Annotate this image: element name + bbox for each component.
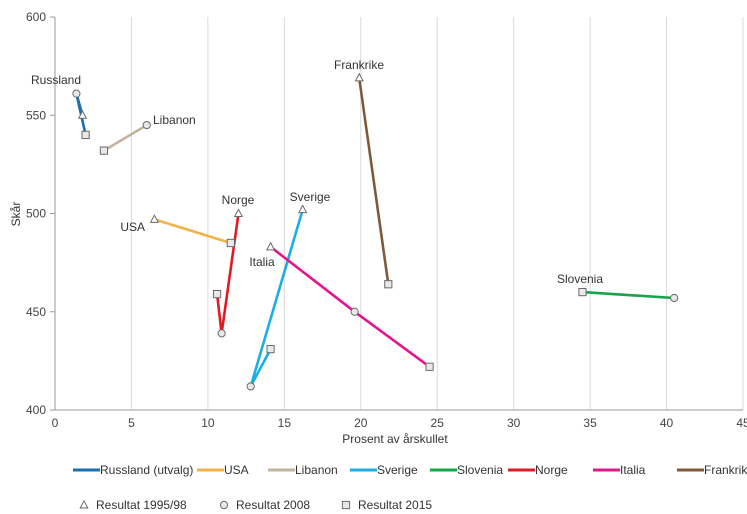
y-axis-title: Skår: [9, 202, 23, 227]
series-line-slovenia: [581, 290, 676, 300]
point-label-slovenia: Slovenia: [557, 272, 603, 286]
series-line-usa: [153, 218, 233, 245]
series-line-frankrike: [357, 76, 390, 286]
legend-marker-label: Resultat 2008: [236, 498, 310, 512]
data-point-libanon: [99, 146, 109, 155]
legend-marker-label: Resultat 2015: [358, 498, 432, 512]
point-label-libanon: Libanon: [153, 113, 196, 127]
x-tick-label: 15: [278, 416, 292, 430]
x-tick-label: 10: [201, 416, 215, 430]
data-point-norge: [212, 289, 222, 299]
point-label-sverige: Sverige: [290, 190, 331, 204]
data-point-italia: [350, 307, 359, 316]
data-point-frankrike: [384, 280, 393, 289]
legend-marker-circle: [219, 500, 229, 510]
series-line-norge: [215, 212, 240, 335]
legend-label-norge: Norge: [535, 463, 568, 477]
x-tick-label: 20: [354, 416, 368, 430]
y-tick-label: 400: [26, 403, 46, 417]
data-point-russland-utvalg: [81, 130, 90, 140]
point-label-frankrike: Frankrike: [334, 58, 384, 72]
x-axis-title: Prosent av årskullet: [342, 432, 448, 446]
y-tick-label: 550: [26, 108, 46, 122]
data-point-slovenia: [578, 288, 587, 297]
data-point-norge: [233, 208, 244, 217]
data-point-russland-utvalg: [72, 89, 81, 98]
data-point-slovenia: [670, 293, 679, 303]
legend: Russland (utvalg) USA Libanon Sverige Sloven…: [73, 463, 747, 512]
x-tick-label: 40: [660, 416, 674, 430]
data-point-frankrike: [354, 72, 364, 82]
point-label-norge: Norge: [222, 193, 255, 207]
legend-label-slovenia: Slovenia: [457, 463, 503, 477]
data-point-italia: [265, 241, 276, 251]
series-line-libanon: [102, 123, 148, 152]
data-point-libanon: [142, 120, 151, 130]
legend-label-libanon: Libanon: [295, 463, 338, 477]
y-tick-label: 450: [26, 305, 46, 319]
x-tick-label: 35: [583, 416, 597, 430]
y-tick-label: 500: [26, 207, 46, 221]
data-point-sverige: [298, 204, 308, 214]
x-tick-label: 5: [128, 416, 135, 430]
point-label-usa: USA: [120, 220, 145, 234]
legend-label-italia: Italia: [620, 463, 646, 477]
data-point-italia: [425, 362, 434, 371]
point-labels: Russland USA Libanon Sverige Slovenia Norge It…: [31, 58, 603, 286]
x-tick-label: 25: [431, 416, 445, 430]
axes: 0 5 10 15 20 25 30 35 40 45 400 450 500 550 600: [26, 10, 747, 430]
data-point-norge: [217, 329, 226, 338]
x-tick-label: 30: [507, 416, 521, 430]
data-point-russland-utvalg: [77, 109, 88, 119]
legend-label-usa: USA: [224, 463, 249, 477]
x-tick-label: 45: [736, 416, 747, 430]
series-line-sverige: [249, 208, 304, 388]
y-tick-label: 600: [26, 10, 46, 24]
series-line-italia: [269, 245, 431, 369]
data-point-sverige: [266, 344, 275, 354]
data-point-usa: [226, 238, 235, 248]
point-label-russland-utvalg: Russland: [31, 73, 81, 87]
legend-label-russland-utvalg: Russland (utvalg): [100, 463, 193, 477]
x-tick-label: 0: [52, 416, 59, 430]
legend-label-sverige: Sverige: [377, 463, 418, 477]
data-point-usa: [149, 214, 160, 223]
legend-marker-square: [341, 500, 351, 510]
series-markers: [72, 72, 679, 391]
data-point-sverige: [246, 382, 255, 391]
point-label-italia: Italia: [249, 255, 275, 269]
grid-lines: [130, 17, 744, 410]
legend-marker-triangle: [79, 499, 89, 509]
legend-label-frankrike: Frankrike: [704, 463, 747, 477]
legend-marker-label: Resultat 1995/98: [96, 498, 187, 512]
